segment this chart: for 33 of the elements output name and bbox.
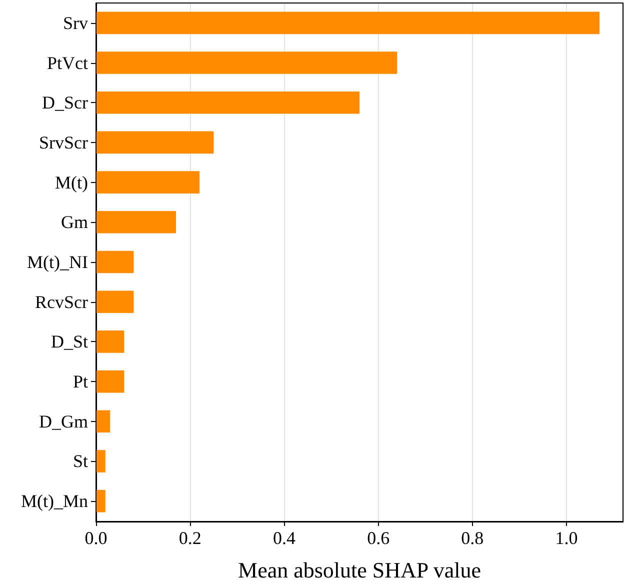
bar <box>96 210 176 234</box>
x-tick-label: 0.0 <box>84 528 108 548</box>
bar <box>96 330 124 353</box>
y-tick-label: St <box>72 451 88 472</box>
bar <box>96 131 214 154</box>
bar <box>96 171 200 194</box>
bar <box>96 250 134 274</box>
bar <box>96 52 398 74</box>
y-tick-label: D_St <box>50 332 88 352</box>
y-tick-label: Pt <box>72 372 88 392</box>
y-tick-label: M(t) <box>55 172 88 192</box>
x-tick-label: 0.4 <box>272 528 296 548</box>
x-tick-label: 0.2 <box>178 528 202 548</box>
y-tick-label: D_Scr <box>42 92 88 113</box>
y-tick-label: RcvScr <box>35 292 88 312</box>
y-tick-label: SrvScr <box>39 132 88 152</box>
bar <box>96 450 106 472</box>
y-tick-label: D_Gm <box>39 411 88 432</box>
bar <box>96 12 600 34</box>
bar <box>96 370 124 393</box>
x-tick-label: 0.6 <box>367 528 390 548</box>
y-tick-label: Gm <box>61 212 88 232</box>
y-tick-label: M(t)_NI <box>27 252 88 272</box>
x-axis-title: Mean absolute SHAP value <box>238 558 481 582</box>
bar <box>96 410 110 433</box>
y-tick-label: Srv <box>62 12 88 33</box>
bar <box>96 91 360 114</box>
x-tick-label: 1.0 <box>555 528 578 548</box>
x-tick-label: 0.8 <box>461 528 484 548</box>
y-tick-label: M(t)_Mn <box>21 491 88 512</box>
bar <box>96 490 106 512</box>
y-tick-label: PtVct <box>46 52 88 73</box>
bar <box>96 290 134 314</box>
